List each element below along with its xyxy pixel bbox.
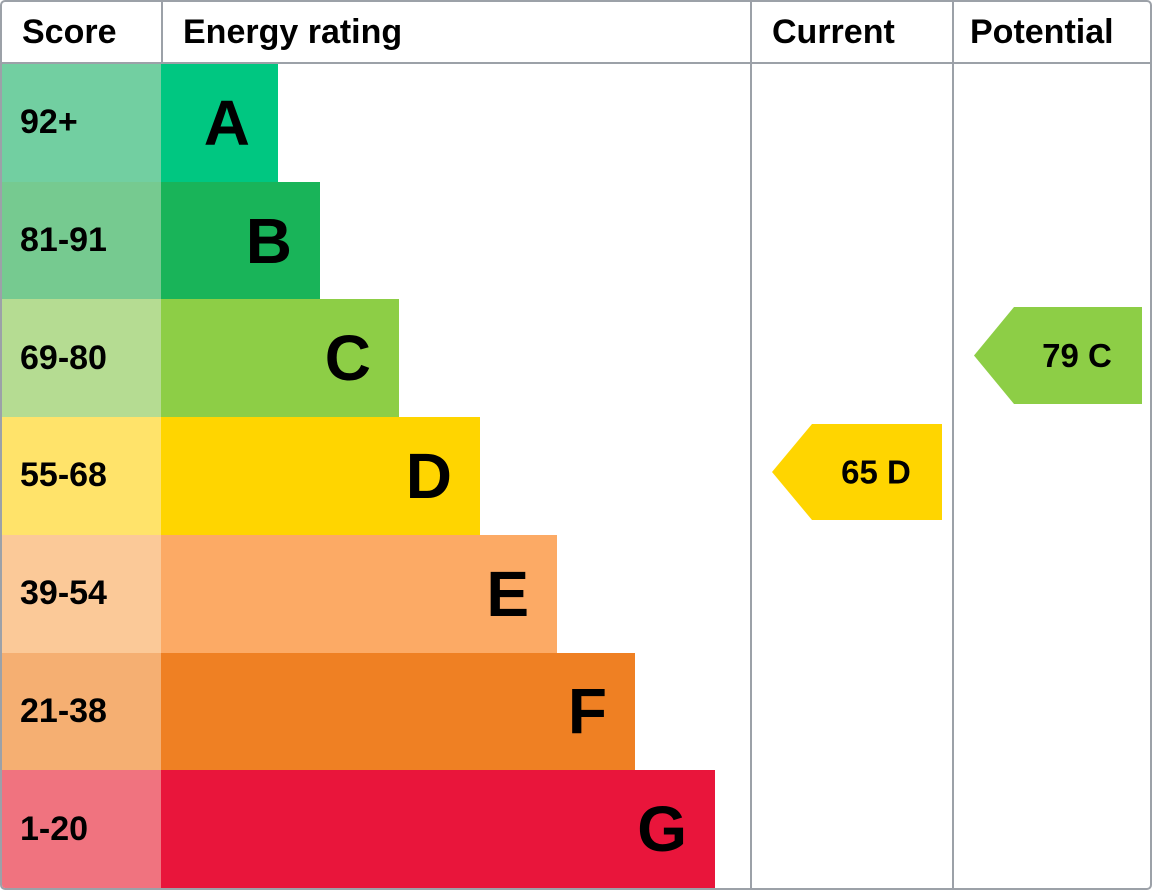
score-range-d-label: 55-68 — [20, 456, 107, 495]
score-range-a: 92+ — [2, 64, 161, 182]
header-energy-rating: Energy rating — [161, 2, 750, 64]
header-energy-rating-label: Energy rating — [183, 12, 403, 51]
band-row-b: B — [161, 181, 750, 300]
rating-bar-f: F — [161, 652, 635, 771]
potential-rating-value: 79 C — [1042, 337, 1112, 374]
score-range-g-label: 1-20 — [20, 809, 89, 848]
score-range-c-label: 69-80 — [20, 338, 107, 377]
header-potential-label: Potential — [970, 12, 1114, 51]
current-arrow-shape — [772, 424, 942, 520]
score-range-b-label: 81-91 — [20, 221, 107, 260]
score-range-e: 39-54 — [2, 534, 161, 653]
score-range-f: 21-38 — [2, 652, 161, 771]
rating-letter-g: G — [637, 793, 687, 866]
rating-letter-b: B — [245, 204, 292, 277]
score-range-g: 1-20 — [2, 770, 161, 888]
band-row-e: E — [161, 534, 750, 653]
rating-bar-b: B — [161, 181, 320, 300]
rating-bar-a: A — [161, 64, 278, 182]
header-current-label: Current — [772, 12, 895, 51]
band-row-d: D — [161, 417, 750, 535]
rating-letter-e: E — [486, 557, 529, 630]
score-range-c: 69-80 — [2, 299, 161, 418]
score-range-f-label: 21-38 — [20, 691, 107, 730]
header-current: Current — [750, 2, 952, 64]
band-row-a: A — [161, 64, 750, 182]
rating-letter-a: A — [203, 86, 250, 159]
rating-bar-d: D — [161, 417, 480, 535]
potential-column: 79 C — [952, 64, 1150, 888]
score-range-e-label: 39-54 — [20, 574, 107, 613]
rating-letter-d: D — [405, 439, 452, 512]
current-rating-arrow: 65 D — [772, 424, 942, 520]
rating-letter-c: C — [324, 322, 371, 395]
header-potential: Potential — [952, 2, 1150, 64]
band-row-g: G — [161, 770, 750, 888]
current-rating-value: 65 D — [841, 454, 911, 491]
score-range-b: 81-91 — [2, 181, 161, 300]
rating-bar-e: E — [161, 534, 557, 653]
band-row-c: C — [161, 299, 750, 418]
potential-arrow-shape — [974, 307, 1142, 404]
potential-rating-arrow: 79 C — [974, 307, 1142, 404]
header-score: Score — [2, 2, 161, 64]
rating-bar-c: C — [161, 299, 399, 418]
current-column: 65 D — [750, 64, 952, 888]
score-range-d: 55-68 — [2, 417, 161, 535]
rating-letter-f: F — [567, 675, 607, 748]
band-row-f: F — [161, 652, 750, 771]
header-score-label: Score — [22, 12, 117, 51]
rating-bar-g: G — [161, 770, 715, 888]
score-range-a-label: 92+ — [20, 103, 78, 142]
